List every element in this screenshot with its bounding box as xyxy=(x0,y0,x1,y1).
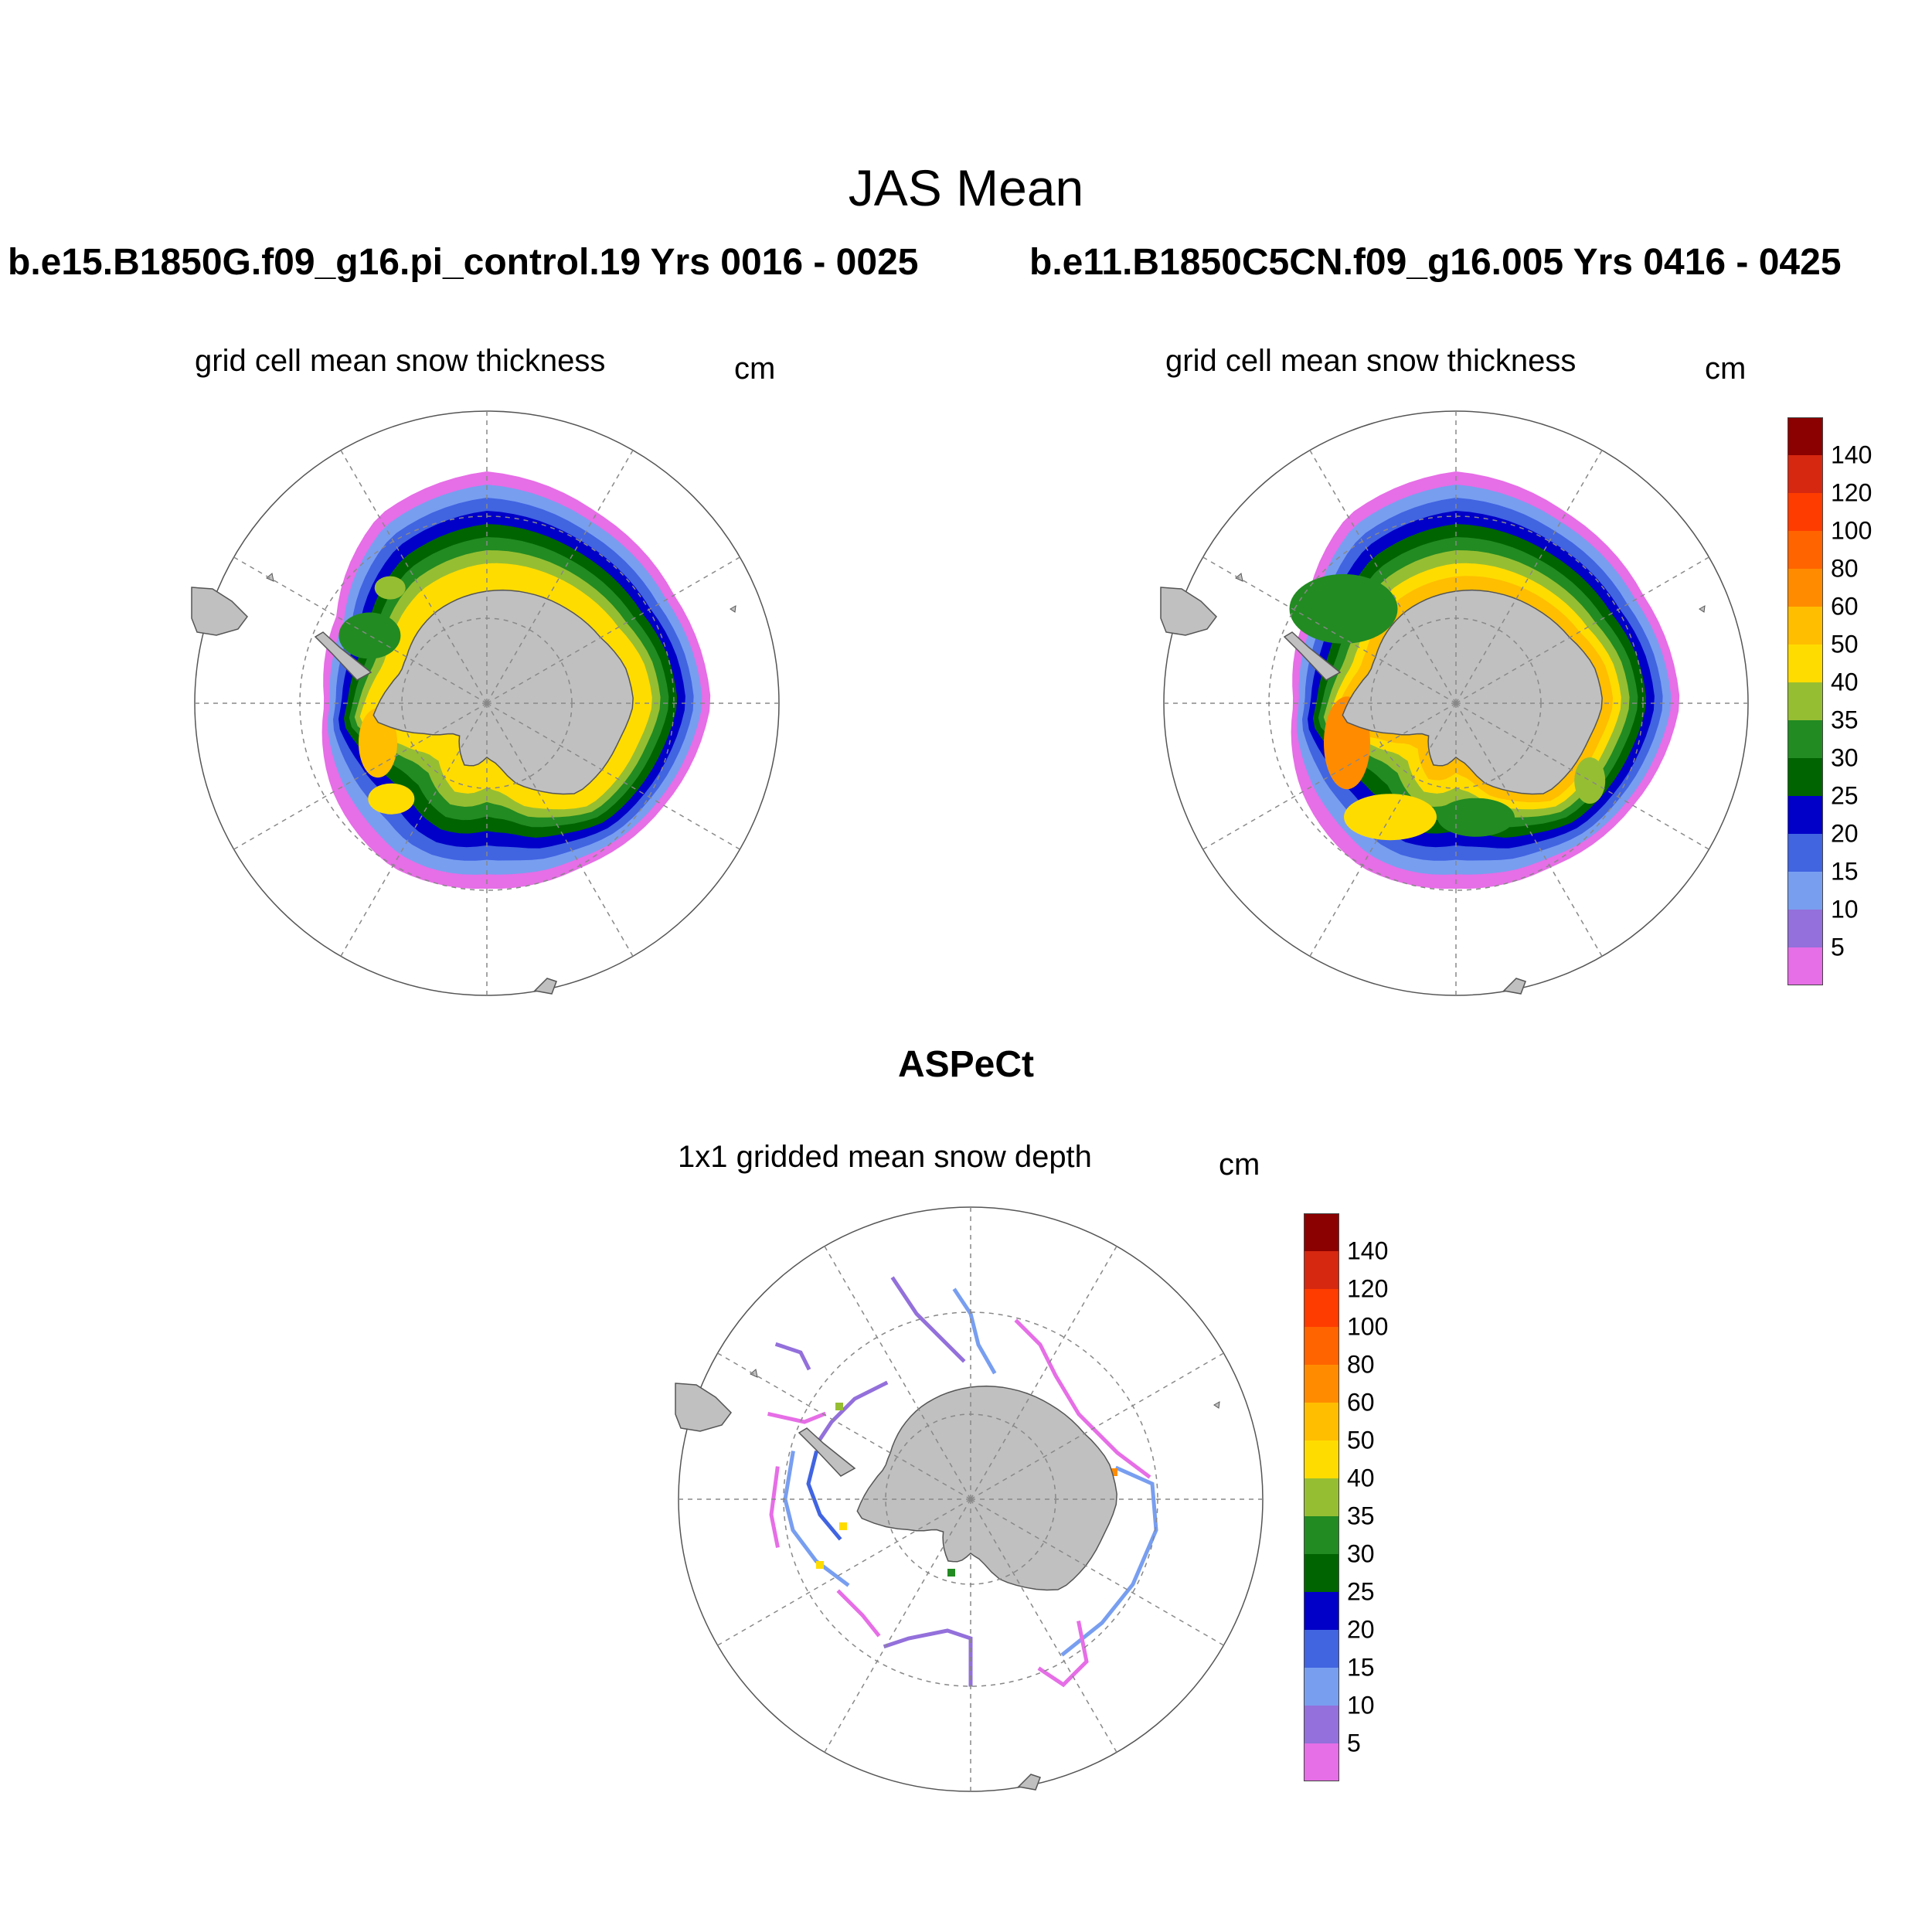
colorbar-label: 10 xyxy=(1347,1691,1375,1719)
map-bottom-obs-cell xyxy=(816,1561,824,1569)
map-bottom-new-zealand xyxy=(1017,1774,1041,1791)
colorbar-swatch xyxy=(1787,493,1823,531)
colorbar-swatch xyxy=(1787,910,1823,947)
panel-subtitle-right: grid cell mean snow thickness xyxy=(1165,344,1577,378)
colorbar-label: 100 xyxy=(1831,516,1872,545)
map-right-new-zealand xyxy=(1502,978,1526,995)
colorbar-label: 60 xyxy=(1347,1388,1375,1417)
colorbar-label: 30 xyxy=(1347,1539,1375,1568)
colorbar-label: 80 xyxy=(1347,1350,1375,1379)
map-bottom-track xyxy=(783,1451,850,1587)
map-left-new-zealand xyxy=(533,978,557,995)
map-right-south-america xyxy=(1160,587,1217,636)
colorbar-swatch xyxy=(1787,872,1823,910)
colorbar-label: 15 xyxy=(1831,857,1859,886)
map-bottom-obs-cell xyxy=(1110,1468,1117,1476)
map-bottom-track xyxy=(769,1466,780,1548)
colorbar-right xyxy=(1787,417,1823,985)
colorbar-swatch xyxy=(1787,531,1823,569)
colorbar-label: 40 xyxy=(1831,668,1859,696)
colorbar-label: 80 xyxy=(1831,554,1859,583)
colorbar-label: 35 xyxy=(1347,1502,1375,1530)
colorbar-label: 30 xyxy=(1831,743,1859,772)
colorbar-label: 140 xyxy=(1347,1236,1389,1265)
colorbar-swatch xyxy=(1304,1516,1339,1554)
colorbar-label: 20 xyxy=(1347,1615,1375,1644)
map-bottom-track xyxy=(1014,1318,1151,1479)
colorbar-label: 120 xyxy=(1347,1274,1389,1303)
colorbar-swatch xyxy=(1304,1706,1339,1743)
map-bottom-ship-tracks xyxy=(767,1276,1158,1688)
colorbar-label: 5 xyxy=(1831,933,1845,961)
colorbar-swatch xyxy=(1304,1478,1339,1516)
panel-units-right: cm xyxy=(1705,352,1747,386)
map-bottom-track xyxy=(883,1628,973,1687)
colorbar-swatch xyxy=(1304,1365,1339,1403)
map-bottom-track xyxy=(806,1450,842,1541)
figure-title: JAS Mean xyxy=(848,159,1084,216)
colorbar-swatch xyxy=(1787,947,1823,985)
colorbar-bottom xyxy=(1304,1213,1339,1781)
map-bottom-track xyxy=(774,1342,811,1371)
colorbar-swatch xyxy=(1304,1630,1339,1668)
colorbar-label: 140 xyxy=(1831,440,1872,469)
colorbar-label: 120 xyxy=(1831,478,1872,507)
panel-units-left: cm xyxy=(734,352,776,386)
colorbar-swatch xyxy=(1304,1327,1339,1365)
case-title-left: b.e15.B1850G.f09_g16.pi_control.19 Yrs 0… xyxy=(8,242,919,283)
colorbar-swatch xyxy=(1304,1251,1339,1289)
colorbar-swatch xyxy=(1304,1403,1339,1440)
colorbar-label: 5 xyxy=(1347,1729,1361,1757)
colorbar-swatch xyxy=(1787,607,1823,645)
map-bottom-obs-cell xyxy=(835,1403,843,1410)
colorbar-label: 50 xyxy=(1831,630,1859,658)
map-panel-left xyxy=(191,410,780,996)
colorbar-label: 100 xyxy=(1347,1312,1389,1341)
map-bottom-track xyxy=(1060,1465,1158,1657)
case-title-right: b.e11.B1850C5CN.f09_g16.005 Yrs 0416 - 0… xyxy=(1029,242,1842,283)
colorbar-swatch xyxy=(1787,417,1823,455)
colorbar-swatch xyxy=(1304,1554,1339,1592)
colorbar-swatch xyxy=(1787,758,1823,796)
panel-subtitle-left: grid cell mean snow thickness xyxy=(195,344,606,378)
colorbar-swatch xyxy=(1787,455,1823,493)
map-panel-right xyxy=(1160,410,1749,996)
colorbar-swatch xyxy=(1304,1289,1339,1327)
map-bottom-obs-cell xyxy=(947,1569,955,1577)
colorbar-swatch xyxy=(1787,796,1823,834)
colorbar-label: 15 xyxy=(1347,1653,1375,1682)
colorbar-swatch xyxy=(1304,1743,1339,1781)
colorbar-swatch xyxy=(1304,1213,1339,1251)
colorbar-label: 50 xyxy=(1347,1426,1375,1454)
colorbar-label: 25 xyxy=(1347,1577,1375,1606)
colorbar-label: 60 xyxy=(1831,592,1859,621)
map-bottom-track xyxy=(767,1411,827,1424)
colorbar-swatch xyxy=(1787,569,1823,607)
colorbar-swatch xyxy=(1304,1668,1339,1706)
map-bottom-track xyxy=(1037,1621,1089,1688)
map-bottom-obs-cell xyxy=(839,1522,847,1530)
colorbar-swatch xyxy=(1304,1592,1339,1630)
colorbar-swatch xyxy=(1787,645,1823,682)
panel-subtitle-bottom: 1x1 gridded mean snow depth xyxy=(678,1140,1092,1174)
observation-title: ASPeCt xyxy=(897,1044,1035,1085)
map-bottom-track xyxy=(836,1589,881,1638)
colorbar-swatch xyxy=(1304,1440,1339,1478)
colorbar-swatch xyxy=(1787,834,1823,872)
map-bottom-track xyxy=(890,1276,966,1363)
panel-units-bottom: cm xyxy=(1219,1148,1260,1182)
map-panel-bottom xyxy=(675,1206,1264,1792)
colorbar-swatch xyxy=(1787,720,1823,758)
colorbar-label: 10 xyxy=(1831,895,1859,923)
colorbar-label: 35 xyxy=(1831,706,1859,734)
colorbar-label: 20 xyxy=(1831,819,1859,848)
map-left-south-america xyxy=(191,587,248,636)
colorbar-label: 40 xyxy=(1347,1464,1375,1492)
map-bottom-track xyxy=(952,1287,997,1375)
colorbar-swatch xyxy=(1787,682,1823,720)
colorbar-label: 25 xyxy=(1831,781,1859,810)
map-bottom-south-america xyxy=(675,1383,732,1432)
